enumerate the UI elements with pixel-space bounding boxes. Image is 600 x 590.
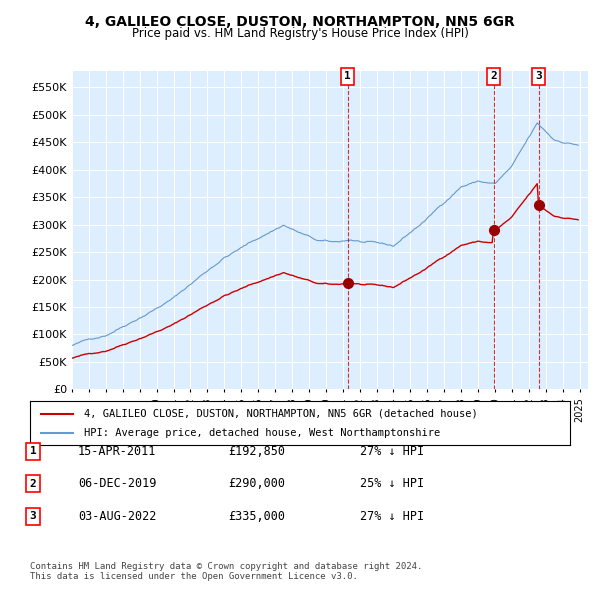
Text: 25% ↓ HPI: 25% ↓ HPI [360,477,424,490]
Text: 1: 1 [344,71,351,81]
Text: £192,850: £192,850 [228,445,285,458]
Text: Price paid vs. HM Land Registry's House Price Index (HPI): Price paid vs. HM Land Registry's House … [131,27,469,40]
Text: £290,000: £290,000 [228,477,285,490]
Text: £335,000: £335,000 [228,510,285,523]
Text: 4, GALILEO CLOSE, DUSTON, NORTHAMPTON, NN5 6GR (detached house): 4, GALILEO CLOSE, DUSTON, NORTHAMPTON, N… [84,409,478,418]
Text: Contains HM Land Registry data © Crown copyright and database right 2024.
This d: Contains HM Land Registry data © Crown c… [30,562,422,581]
Text: 27% ↓ HPI: 27% ↓ HPI [360,510,424,523]
Text: 2: 2 [29,479,37,489]
Text: 27% ↓ HPI: 27% ↓ HPI [360,445,424,458]
Text: 3: 3 [535,71,542,81]
Text: 06-DEC-2019: 06-DEC-2019 [78,477,157,490]
Text: 15-APR-2011: 15-APR-2011 [78,445,157,458]
Text: HPI: Average price, detached house, West Northamptonshire: HPI: Average price, detached house, West… [84,428,440,438]
Text: 3: 3 [29,512,37,521]
Text: 2: 2 [490,71,497,81]
Text: 4, GALILEO CLOSE, DUSTON, NORTHAMPTON, NN5 6GR: 4, GALILEO CLOSE, DUSTON, NORTHAMPTON, N… [85,15,515,29]
Text: 1: 1 [29,447,37,456]
Text: 03-AUG-2022: 03-AUG-2022 [78,510,157,523]
